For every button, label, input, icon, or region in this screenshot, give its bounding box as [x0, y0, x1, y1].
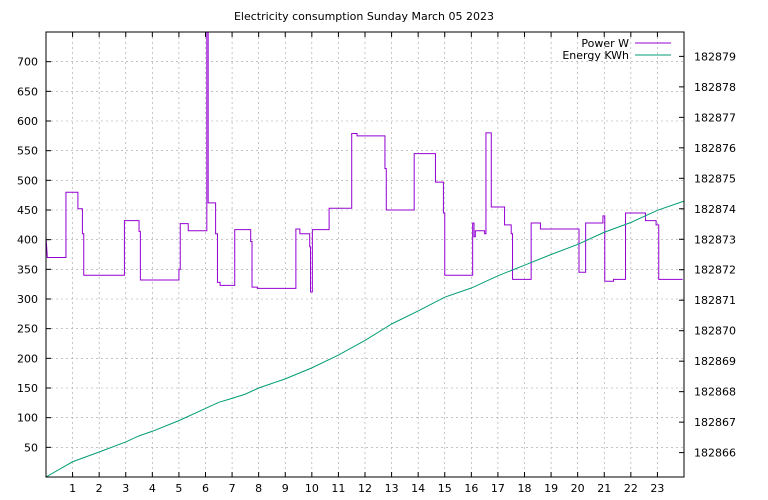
y2-tick-label: 182874: [694, 203, 736, 216]
chart-title: Electricity consumption Sunday March 05 …: [234, 10, 494, 23]
x-tick-label: 5: [175, 482, 182, 495]
y2-tick-label: 182877: [694, 111, 736, 124]
y-tick-label: 300: [17, 293, 38, 306]
axes: 1 2 3 4 5 6 7 8 9 10 11 12 13 14 15 16 17 18 19 20 21 22 23501…: [17, 32, 736, 495]
y-tick-label: 450: [17, 204, 38, 217]
legend: Power W Energy KWh: [562, 37, 671, 62]
x-tick-label: 8: [255, 482, 262, 495]
series-layer: [45, 31, 685, 478]
x-tick-label: 14: [411, 482, 425, 495]
x-tick-label: 6: [202, 482, 209, 495]
x-tick-label: 19: [544, 482, 558, 495]
y2-tick-label: 182875: [694, 172, 736, 185]
y2-tick-label: 182866: [694, 447, 736, 460]
y2-tick-label: 182876: [694, 142, 736, 155]
y-tick-label: 250: [17, 323, 38, 336]
x-tick-label: 12: [358, 482, 372, 495]
y2-tick-label: 182878: [694, 81, 736, 94]
y-tick-label: 50: [24, 441, 38, 454]
y-tick-label: 350: [17, 263, 38, 276]
y-tick-label: 600: [17, 115, 38, 128]
x-tick-label: 2: [96, 482, 103, 495]
x-tick-label: 16: [464, 482, 478, 495]
grid-lines: [46, 32, 684, 477]
y-tick-label: 550: [17, 145, 38, 158]
y-tick-label: 700: [17, 56, 38, 69]
y-tick-label: 100: [17, 412, 38, 425]
y2-tick-label: 182868: [694, 386, 736, 399]
x-tick-label: 15: [438, 482, 452, 495]
x-tick-label: 3: [122, 482, 129, 495]
x-tick-label: 22: [624, 482, 638, 495]
x-tick-label: 1: [69, 482, 76, 495]
x-tick-label: 9: [282, 482, 289, 495]
y-tick-label: 500: [17, 174, 38, 187]
x-tick-label: 23: [650, 482, 664, 495]
legend-label-power: Power W: [581, 37, 629, 50]
series-line-power: [45, 31, 683, 293]
legend-label-energy: Energy KWh: [562, 49, 629, 62]
y-tick-label: 400: [17, 234, 38, 247]
y2-tick-label: 182867: [694, 416, 736, 429]
x-tick-label: 7: [229, 482, 236, 495]
y2-tick-label: 182872: [694, 264, 736, 277]
x-tick-label: 20: [571, 482, 585, 495]
x-tick-label: 13: [385, 482, 399, 495]
y2-tick-label: 182869: [694, 355, 736, 368]
series-line-energy: [45, 200, 685, 478]
y2-tick-label: 182870: [694, 325, 736, 338]
x-tick-label: 11: [331, 482, 345, 495]
y-tick-label: 200: [17, 352, 38, 365]
x-tick-label: 21: [597, 482, 611, 495]
y2-tick-label: 182871: [694, 294, 736, 307]
x-tick-label: 18: [518, 482, 532, 495]
y2-tick-label: 182879: [694, 50, 736, 63]
y-tick-label: 150: [17, 382, 38, 395]
x-tick-label: 10: [305, 482, 319, 495]
x-tick-label: 17: [491, 482, 505, 495]
y2-tick-label: 182873: [694, 233, 736, 246]
y-tick-label: 650: [17, 85, 38, 98]
x-tick-label: 4: [149, 482, 156, 495]
